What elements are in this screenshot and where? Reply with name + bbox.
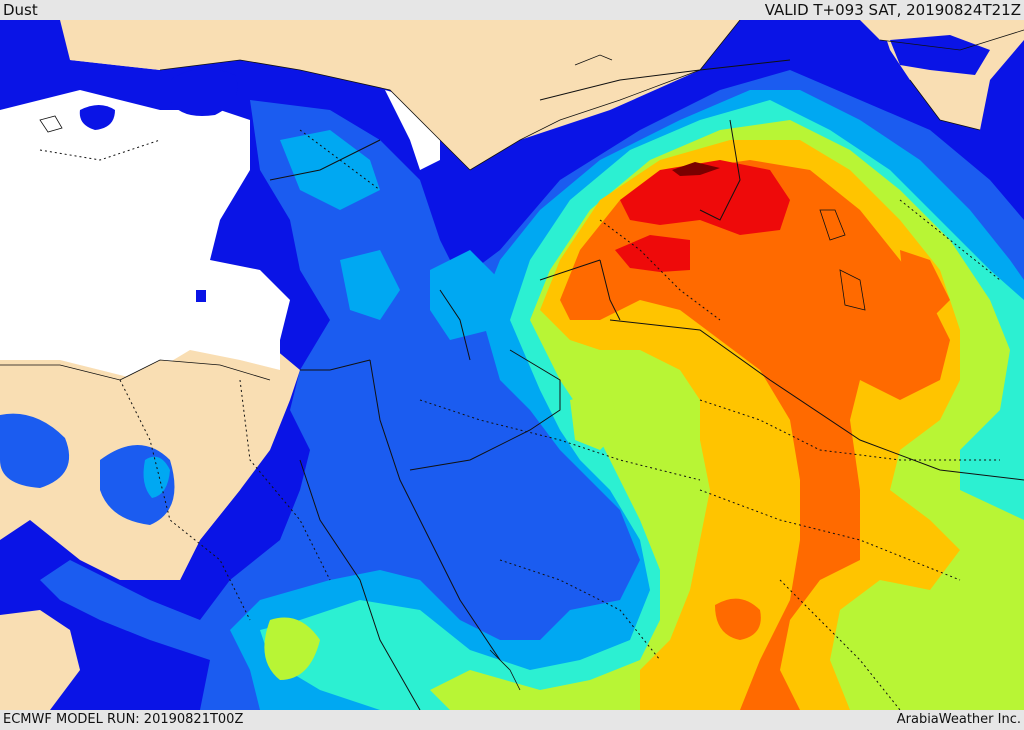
dust-map[interactable]: [0, 20, 1024, 710]
model-run-label: ECMWF MODEL RUN: 20190821T00Z: [3, 712, 244, 727]
dust-level-7: [560, 160, 950, 710]
dust-level-9: [672, 162, 720, 176]
dust-level-2-west-2: [0, 413, 70, 488]
footer-bar: ECMWF MODEL RUN: 20190821T00Z ArabiaWeat…: [0, 710, 1024, 730]
dust-level-3-north-mid: [430, 250, 500, 340]
dust-field-svg: [0, 20, 1024, 710]
dust-level-8: [620, 160, 790, 235]
dust-level-1-islet: [79, 105, 115, 130]
dust-level-5-mid: [570, 390, 620, 450]
boundary-lines: [269, 59, 1024, 710]
credit-label: ArabiaWeather Inc.: [896, 712, 1021, 727]
dust-level-3-west: [280, 130, 380, 210]
land-patch-north: [70, 20, 740, 170]
dust-level-1-ne: [890, 35, 990, 75]
dust-level-5-south: [264, 617, 320, 680]
dust-level-7-south: [715, 598, 761, 640]
dust-level-3-nested: [143, 456, 170, 498]
coastlines: [0, 20, 1024, 691]
land-patch-sw: [0, 610, 80, 710]
map-title: Dust: [3, 1, 38, 19]
dust-level-7-east: [900, 250, 950, 320]
dust-level-1-north-blob: [170, 68, 238, 116]
dust-level-8-south: [615, 235, 690, 272]
dust-level-1-islet-2: [196, 290, 206, 302]
clear-sea-region: [0, 90, 290, 380]
dust-level-3-mid: [340, 250, 400, 320]
header-bar: Dust VALID T+093 SAT, 20190824T21Z: [0, 0, 1024, 20]
valid-time-label: VALID T+093 SAT, 20190824T21Z: [764, 1, 1021, 19]
